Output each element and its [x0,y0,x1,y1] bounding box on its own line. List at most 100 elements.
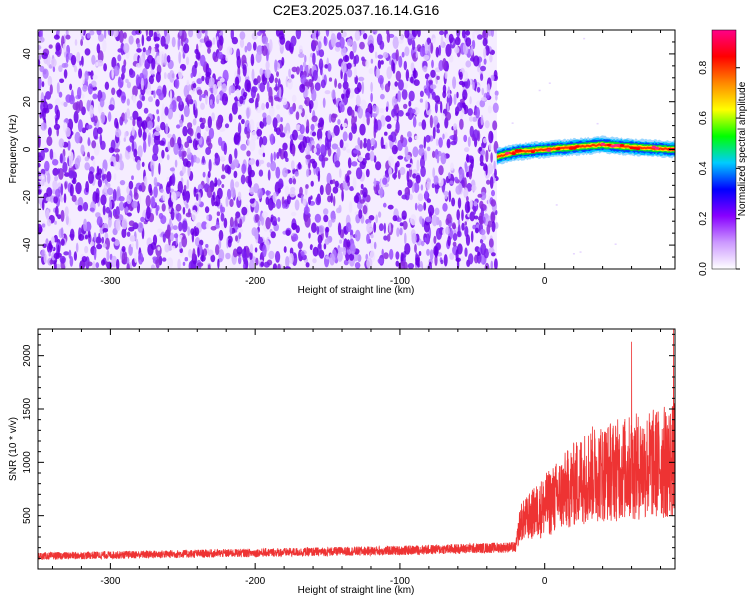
spectrogram-noise-cell [288,177,293,185]
spectrogram-noise-cell [347,68,353,78]
spectrogram-noise-cell [116,186,121,198]
spectrogram-noise-cell [142,47,146,53]
spectrogram-noise-cell [432,37,436,43]
spectrogram-noise-cell [192,82,197,89]
spectrogram-noise-cell [407,263,415,269]
spectrogram-noise-cell [298,53,305,58]
spectrogram-noise-cell [95,192,100,204]
spectrogram-noise-cell [492,102,499,114]
spectrogram-noise-cell [161,53,164,67]
spectrogram-noise-cell [457,102,463,112]
snr-ytick-label: 2000 [22,344,33,367]
spectrogram-noise-cell [305,184,309,189]
spectrogram-noise-cell [239,95,244,105]
spectrogram-noise-cell [461,30,466,39]
spectrogram-noise-cell [195,157,201,164]
spectrogram-noise-cell [38,54,42,61]
spectrogram-noise-cell [265,60,270,71]
spectrogram-noise-cell [403,103,408,109]
spectrogram-noise-cell [145,30,149,37]
spectrogram-noise-cell [365,152,371,161]
spectrogram-noise-cell [483,47,487,59]
spectrogram-noise-cell [481,234,487,241]
spectrogram-noise-cell [382,51,389,59]
spectrogram-noise-cell [267,169,271,181]
spectrogram-noise-cell [379,186,384,199]
spectrogram-noise-cell [331,89,336,100]
spectrogram-noise-cell [188,261,193,269]
spectrogram-noise-cell [463,187,469,199]
spectrogram-noise-cell [41,199,45,211]
spectrogram-noise-cell [225,55,229,62]
spectrogram-noise-cell [353,149,360,154]
spectrogram-noise-cell [282,142,288,151]
spectrogram-noise-cell [218,238,222,250]
spectrogram-noise-cell [214,177,218,187]
spectrogram-noise-cell [92,158,96,168]
spectrogram-signal-peak [556,147,561,151]
spectrogram-noise-cell [207,264,211,269]
spectrogram-noise-cell [341,189,344,202]
spectrogram-noise-cell [257,188,263,200]
spectrogram-noise-cell [359,161,366,170]
spectrogram-noise-cell [113,65,120,77]
spectrogram-noise-cell [401,51,405,58]
spectrogram-noise-cell [132,110,139,120]
spectrogram-noise-cell [153,131,161,136]
spectrogram-noise-cell [96,216,103,227]
spectrogram-signal-peak [651,145,657,149]
spectrogram-noise-cell [339,139,344,149]
spectrogram-noise-cell [185,56,190,66]
spectrogram-noise-cell [354,229,361,242]
spectrogram-noise-cell [47,172,51,184]
spectrogram-noise-cell [273,151,277,161]
spectrogram-noise-dot [596,122,599,125]
spectrogram-noise-cell [490,152,493,163]
spectrogram-noise-cell [57,252,62,258]
spectrogram-noise-cell [396,112,399,123]
spectrogram-noise-cell [148,30,154,38]
spectrogram-noise-cell [202,248,208,257]
spectrogram-noise-cell [297,134,305,141]
spectrogram-noise-cell [489,54,493,63]
spectrogram-noise-cell [392,36,399,49]
spectrogram-noise-cell [212,37,216,46]
spectrogram-noise-cell [388,155,394,167]
spectrogram-noise-cell [230,187,236,198]
spectrogram-noise-cell [186,147,191,155]
spectrogram-noise-cell [487,105,492,114]
colorbar-gradient [711,29,737,270]
spectrogram-noise-cell [146,36,152,42]
spectrogram-noise-cell [473,205,477,215]
spectrogram-noise-cell [198,192,201,205]
spectrogram-noise-cell [148,183,153,194]
spectrogram-noise-cell [169,218,172,227]
spectrogram-noise-cell [41,107,46,121]
spectrogram-noise-cell [38,162,41,168]
spectrogram-noise-cell [153,31,157,43]
spectrogram-noise-cell [48,244,53,251]
spectrogram-noise-cell [404,30,410,39]
spectrogram-noise-cell [377,257,384,265]
spectrogram-noise-cell [80,144,85,155]
spectrogram-noise-cell [255,257,259,266]
spectrogram-noise-cell [365,59,370,68]
spectrogram-noise-cell [98,168,102,175]
spectrogram-noise-cell [339,104,345,113]
spectrogram-noise-cell [155,125,161,132]
spectrogram-noise-cell [408,137,413,143]
spectrogram-noise-cell [438,165,444,176]
spectrogram-noise-cell [408,100,412,107]
spectrogram-noise-cell [385,142,388,150]
spectrogram-noise-cell [360,183,364,190]
spectrogram-noise-cell [45,208,50,221]
spectrogram-noise-cell [323,243,327,250]
spectrogram-noise-cell [262,211,268,219]
spectrogram-xtick-label: -300 [100,276,120,287]
spectrogram-noise-cell [128,220,135,227]
spectrogram-noise-cell [38,175,45,180]
spectrogram-noise-cell [348,132,353,141]
spectrogram-noise-cell [94,115,98,124]
spectrogram-noise-cell [145,89,152,96]
spectrogram-noise-cell [103,184,108,194]
